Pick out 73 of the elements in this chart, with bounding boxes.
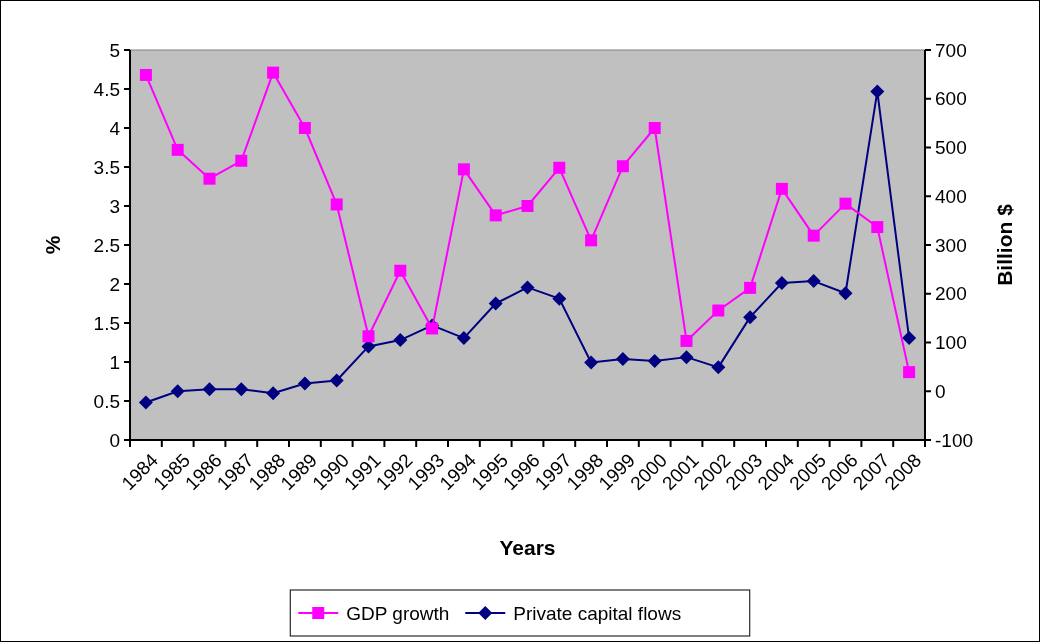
point <box>838 286 853 301</box>
point <box>362 330 375 343</box>
point <box>774 276 789 291</box>
point <box>743 310 758 325</box>
point <box>520 280 535 295</box>
point <box>585 234 598 247</box>
y2-tick-label: 0 <box>935 380 946 402</box>
point <box>679 350 694 365</box>
point <box>711 360 726 375</box>
y2-tick-label: 200 <box>935 283 967 305</box>
y-tick-label: 0 <box>109 429 120 451</box>
y2-tick-label: 300 <box>935 234 967 256</box>
point <box>870 84 885 99</box>
point <box>775 182 788 195</box>
point <box>552 291 567 306</box>
point <box>903 366 916 379</box>
point <box>712 304 725 317</box>
point <box>648 122 661 134</box>
y-tick-label: 3.5 <box>93 156 120 178</box>
point <box>744 281 757 294</box>
point <box>394 264 407 277</box>
point <box>806 274 821 289</box>
point <box>902 331 917 346</box>
point <box>489 209 502 222</box>
y2-tick-label: -100 <box>935 429 974 451</box>
y-tick-label: 4 <box>109 117 121 139</box>
y-tick-label: 0.5 <box>93 390 120 412</box>
point <box>202 382 217 397</box>
point <box>329 373 344 388</box>
y2-tick-label: 500 <box>935 137 967 159</box>
point <box>235 154 248 167</box>
y2-tick-label: 700 <box>935 39 967 61</box>
point <box>297 376 312 391</box>
point <box>234 382 249 397</box>
point <box>330 198 343 211</box>
point <box>584 355 599 370</box>
point <box>839 197 852 210</box>
point <box>521 200 534 212</box>
point <box>203 172 216 185</box>
y-tick-label: 1 <box>109 351 120 373</box>
y2-axis-title: Billion $ <box>993 203 1016 286</box>
point <box>807 229 820 242</box>
y-tick-label: 5 <box>109 39 120 61</box>
legend-label: GDP growth <box>346 602 450 624</box>
point <box>138 395 153 410</box>
point <box>488 296 503 311</box>
y-tick-label: 2 <box>109 273 120 295</box>
y2-tick-label: 100 <box>935 332 967 354</box>
point <box>171 143 184 156</box>
point <box>457 163 470 176</box>
y-tick-label: 1.5 <box>93 312 120 334</box>
point <box>266 386 281 401</box>
point <box>616 160 629 173</box>
legend-label: Private capital flows <box>513 602 682 624</box>
y-axis-title: % <box>41 235 64 255</box>
point <box>426 322 439 335</box>
y-tick-label: 4.5 <box>93 78 120 100</box>
point <box>139 68 152 81</box>
point <box>393 333 408 348</box>
point <box>647 354 662 369</box>
point <box>456 331 471 346</box>
point <box>170 384 185 399</box>
point <box>615 352 630 367</box>
point <box>267 66 280 79</box>
point <box>298 122 311 134</box>
y2-tick-label: 600 <box>935 88 967 110</box>
point <box>680 334 693 347</box>
point <box>871 221 884 234</box>
point <box>553 161 566 174</box>
x-axis-title: Years <box>499 536 556 559</box>
y-tick-label: 3 <box>109 195 120 217</box>
y2-tick-label: 400 <box>935 185 967 207</box>
y-tick-label: 2.5 <box>93 234 120 256</box>
